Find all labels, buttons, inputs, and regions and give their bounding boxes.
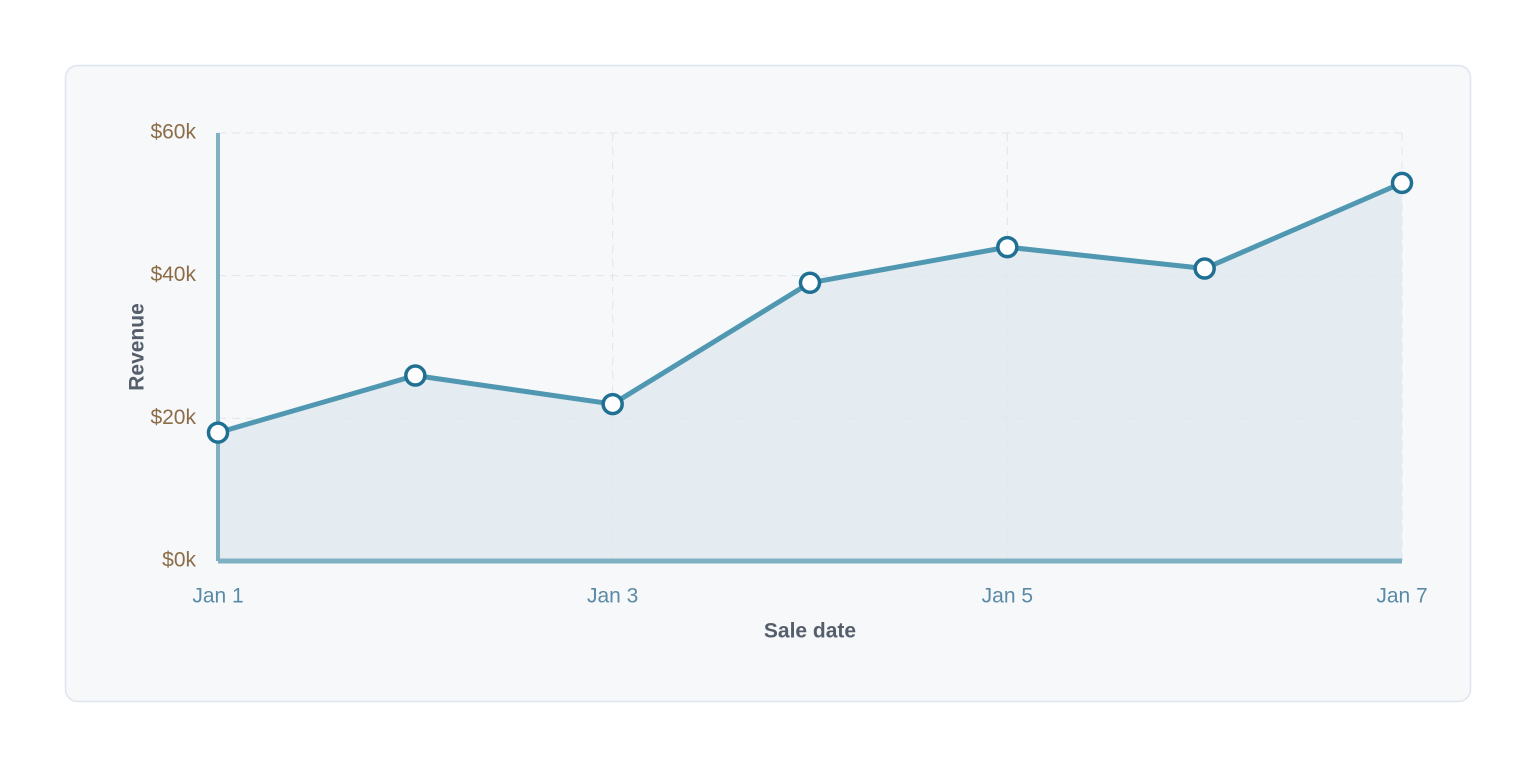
y-axis-title: Revenue <box>126 303 149 391</box>
point <box>1193 257 1216 280</box>
point <box>206 421 230 444</box>
area <box>218 182 1402 561</box>
point <box>798 271 822 295</box>
point <box>601 392 624 416</box>
y-tick-label: $0k <box>162 549 196 572</box>
point <box>404 364 427 387</box>
x-tick-label: Jan 3 <box>587 585 638 608</box>
x-tick-label: Jan 1 <box>192 585 243 608</box>
y-tick-label: $60k <box>150 121 196 144</box>
x-tick-label: Jan 7 <box>1376 585 1427 608</box>
point <box>1390 171 1414 195</box>
x-tick-label: Jan 5 <box>982 585 1033 608</box>
point <box>996 235 1019 259</box>
y-tick-label: $40k <box>150 263 196 286</box>
x-axis-title: Sale date <box>764 620 856 643</box>
plot <box>206 133 1414 564</box>
y-tick-label: $20k <box>150 406 196 429</box>
